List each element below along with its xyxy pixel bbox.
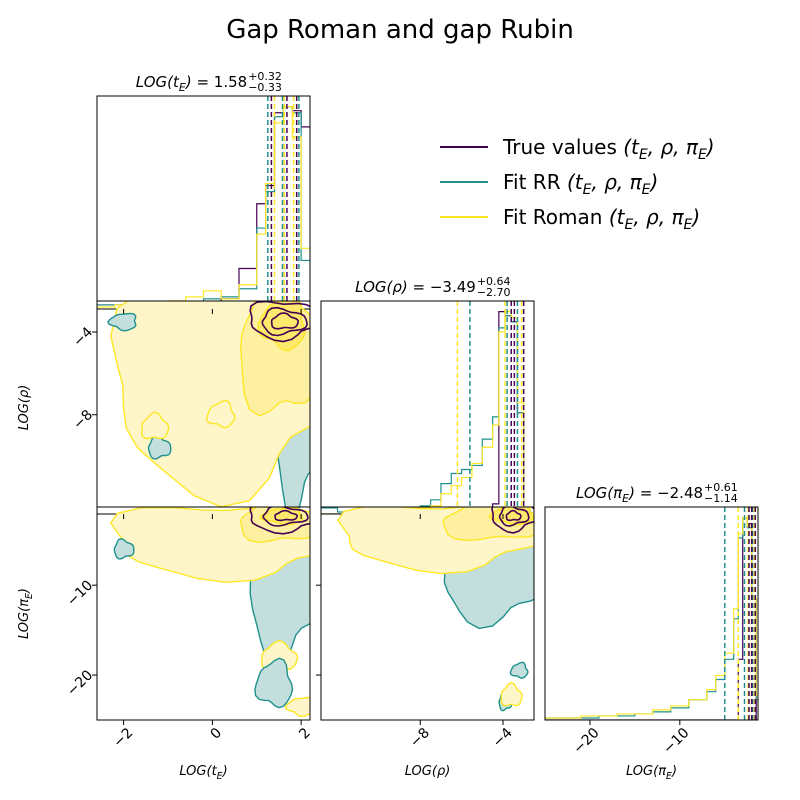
true-contour xyxy=(261,306,308,337)
x-tick-label: −8 xyxy=(407,725,433,751)
histogram-step-fit-roman xyxy=(545,517,758,719)
true-contour xyxy=(505,509,522,522)
error-plus: +0.64 xyxy=(477,275,511,288)
summary-title-text: LOG(ρ) = −3.49 xyxy=(355,278,476,296)
histogram-frame xyxy=(96,95,311,310)
histogram-step-fit-roman xyxy=(321,311,534,514)
y-tick-label: −8 xyxy=(70,407,96,433)
contour-island xyxy=(113,538,135,560)
legend: True values (tE​, ρ, πE​) Fit RR (tE​, ρ,… xyxy=(440,135,715,233)
contour-panel-tE-rho xyxy=(96,300,311,515)
y-tick-label: −10 xyxy=(64,577,96,609)
error-plus: +0.61 xyxy=(704,481,738,494)
error-minus: −2.70 xyxy=(477,286,511,299)
contour-island xyxy=(107,312,137,332)
true-contour xyxy=(262,507,309,527)
error-minus: −1.14 xyxy=(704,492,738,505)
legend-label-true-values: True values (tE​, ρ, πE​) xyxy=(502,135,715,163)
roman-contour xyxy=(109,507,310,584)
x-tick-label: −20 xyxy=(570,725,602,757)
panel-title-piE: LOG(πE) = −2.48 +0.61−1.14 xyxy=(576,481,738,505)
x-tick-label: 2 xyxy=(296,725,314,743)
histogram-step-fit-rr xyxy=(545,517,758,719)
histogram-panel-piE: LOG(πE) = −2.48 +0.61−1.14 xyxy=(544,481,759,721)
x-axis-label-tE: LOG(tE​) xyxy=(179,764,227,782)
x-tick-label: 0 xyxy=(207,725,225,743)
figure-title: Gap Roman and gap Rubin xyxy=(226,15,574,45)
y-tick-label: −4 xyxy=(70,324,96,350)
histogram-panel-rho: LOG(ρ) = −3.49 +0.64−2.70 xyxy=(320,275,535,515)
legend-label-fit-roman: Fit Roman (tE​, ρ, πE​) xyxy=(503,205,700,233)
histogram-step-fit-rr xyxy=(321,315,534,514)
contour-panel-rho-piE xyxy=(320,506,535,721)
histogram-frame xyxy=(544,506,759,721)
contour-island xyxy=(284,696,310,718)
contour-frame xyxy=(320,506,535,721)
x-tick-label: −10 xyxy=(660,725,692,757)
true-contour xyxy=(249,301,310,343)
contour-island xyxy=(140,411,170,440)
panel-title-rho: LOG(ρ) = −3.49 +0.64−2.70 xyxy=(355,275,510,299)
histogram-step-true-values xyxy=(321,311,534,514)
histogram-frame xyxy=(320,300,535,515)
legend-label-fit-rr: Fit RR (tE​, ρ, πE​) xyxy=(503,170,658,198)
error-plus: +0.32 xyxy=(248,70,282,83)
y-axis-label-group: LOG(ρ) xyxy=(17,385,32,431)
y-axis-label-piE: LOG(πE​) xyxy=(17,588,35,639)
summary-title-text: LOG(tE) = 1.58 xyxy=(136,73,247,94)
panel-title-tE: LOG(tE) = 1.58 +0.32−0.33 xyxy=(136,70,282,94)
x-tick-label: −2 xyxy=(110,725,136,751)
contour-island xyxy=(500,682,523,707)
x-tick-label: −4 xyxy=(490,725,516,751)
true-contour xyxy=(498,507,530,527)
histogram-step-fit-rr xyxy=(97,106,310,308)
histogram-step-true-values xyxy=(545,517,758,720)
y-axis-label-group: LOG(πE​) xyxy=(17,588,35,639)
contour-island xyxy=(147,435,172,460)
contour-island xyxy=(260,640,299,671)
contour-frame xyxy=(96,506,311,721)
histogram-panel-tE: LOG(tE) = 1.58 +0.32−0.33 xyxy=(96,70,311,310)
contour-island xyxy=(509,661,529,679)
x-axis-label-piE: LOG(πE​) xyxy=(626,764,677,782)
y-axis-label-rho: LOG(ρ) xyxy=(17,385,32,431)
error-minus: −0.33 xyxy=(248,81,282,94)
true-contour xyxy=(274,509,299,522)
true-contour xyxy=(270,312,300,330)
true-contour xyxy=(249,507,310,535)
x-axis-label-rho: LOG(ρ) xyxy=(405,764,451,779)
contour-island xyxy=(254,657,294,709)
y-tick-label: −20 xyxy=(64,667,96,699)
histogram-step-fit-roman xyxy=(97,106,310,308)
contour-panel-tE-piE xyxy=(96,506,311,721)
summary-title-text: LOG(πE) = −2.48 xyxy=(576,484,703,505)
contour-island xyxy=(205,399,236,429)
histogram-step-true-values xyxy=(97,106,310,306)
true-contour xyxy=(491,507,534,534)
